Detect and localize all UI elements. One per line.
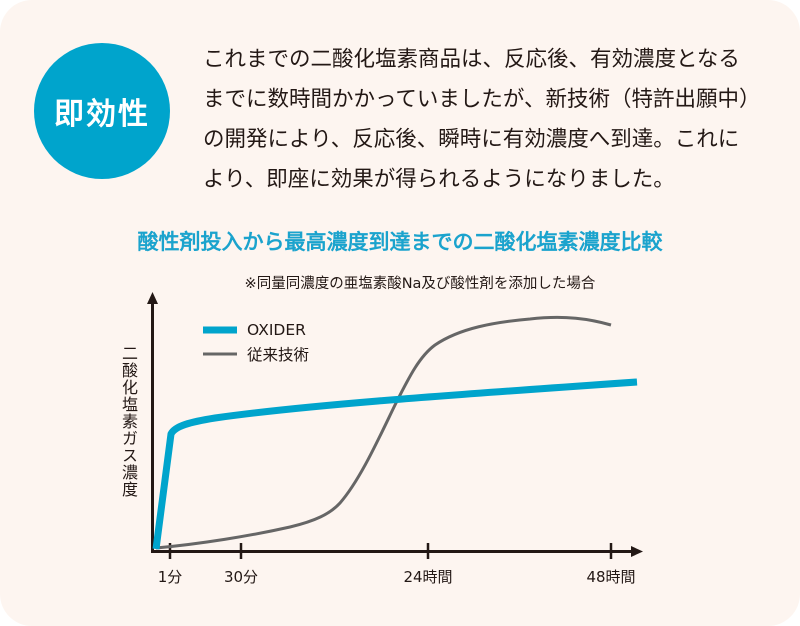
x-tick-label: 1分 bbox=[157, 568, 183, 586]
quick-effect-badge: 即効性 bbox=[34, 43, 170, 179]
description-text: これまでの二酸化塩素商品は、反応後、有効濃度となる までに数時間かかっていました… bbox=[203, 40, 783, 200]
y-axis-arrow-icon bbox=[147, 292, 158, 304]
description-line: の開発により、反応後、瞬時に有効濃度へ到達。これに bbox=[203, 127, 740, 152]
legend-label: 従来技術 bbox=[247, 346, 310, 364]
x-axis bbox=[151, 543, 643, 559]
chart-legend: OXIDER 従来技術 bbox=[203, 318, 309, 366]
description-line: までに数時間かかっていましたが、新技術（特許出願中） bbox=[203, 87, 761, 112]
x-tick-label: 30分 bbox=[223, 568, 259, 586]
description-line: これまでの二酸化塩素商品は、反応後、有効濃度となる bbox=[203, 47, 740, 72]
chart-subtitle: ※同量同濃度の亜塩素酸Na及び酸性剤を添加した場合 bbox=[244, 276, 596, 292]
legend-item-conventional: 従来技術 bbox=[203, 342, 309, 366]
legend-item-oxider: OXIDER bbox=[203, 318, 309, 342]
series-oxider-line bbox=[152, 378, 638, 550]
x-tick-label: 48時間 bbox=[586, 568, 636, 586]
legend-swatch-conventional bbox=[203, 352, 237, 356]
legend-label: OXIDER bbox=[247, 321, 306, 339]
description-line: より、即座に効果が得られるようになりました。 bbox=[203, 167, 675, 192]
legend-swatch-oxider bbox=[203, 326, 237, 334]
x-axis-arrow-icon bbox=[631, 546, 643, 557]
y-axis bbox=[147, 292, 158, 553]
series-conventional-line bbox=[155, 315, 612, 550]
badge-label: 即効性 bbox=[54, 97, 150, 132]
y-axis-label: 二酸化塩素ガス濃度 bbox=[119, 345, 138, 498]
chart-title: 酸性剤投入から最高濃度到達までの二酸化塩素濃度比較 bbox=[137, 230, 663, 254]
x-tick-label: 24時間 bbox=[403, 568, 453, 586]
